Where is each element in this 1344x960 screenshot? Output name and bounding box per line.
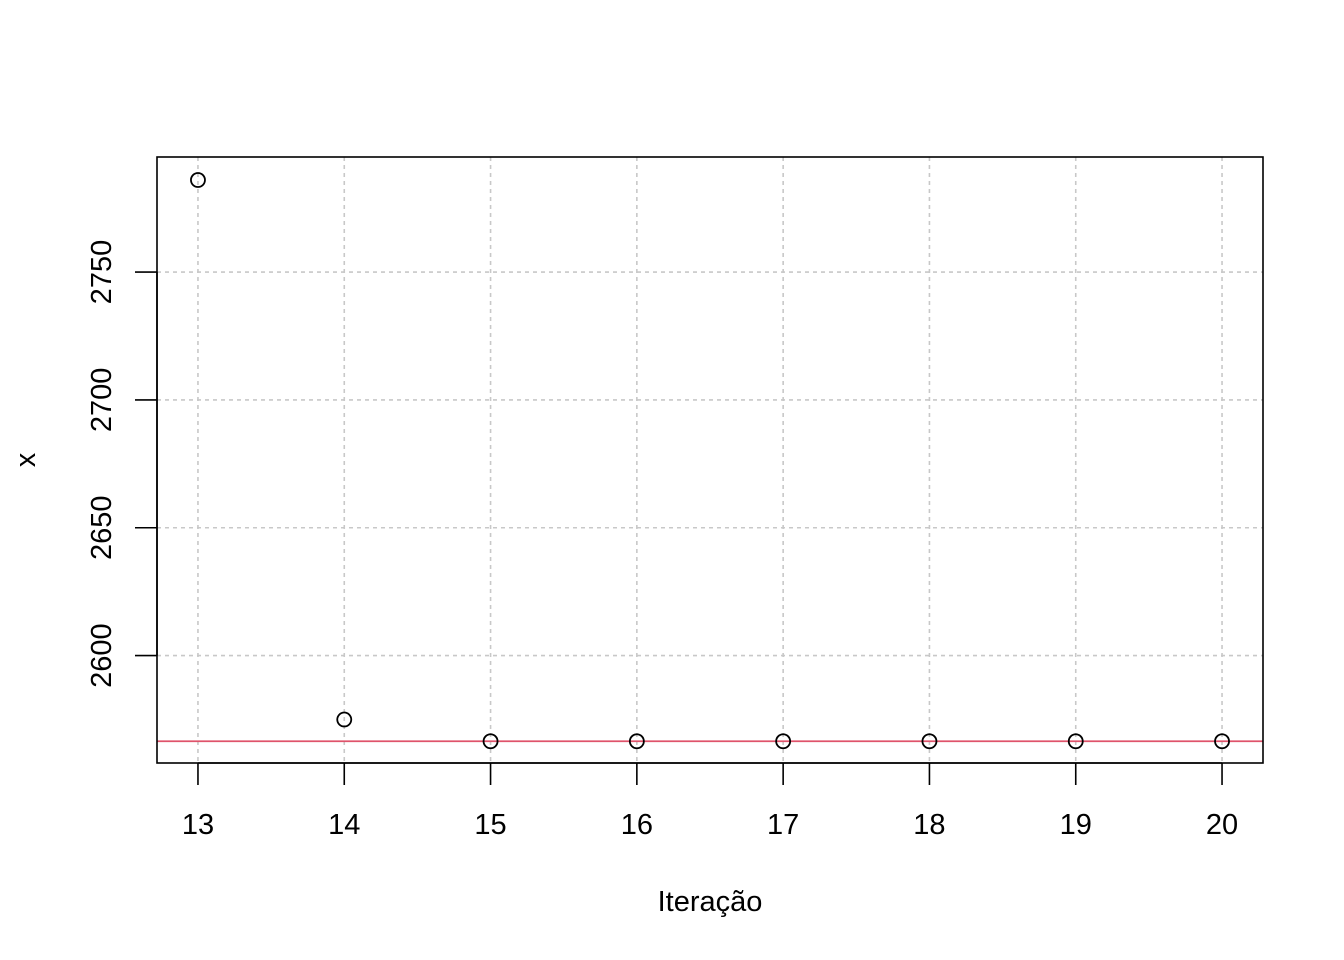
x-axis: 13 14 15 16 17 18 19 20 [182,762,1238,841]
data-point [482,733,499,750]
data-point [775,733,792,750]
x-tick-label: 19 [1060,809,1092,841]
y-tick-label: 2650 [86,496,118,561]
data-point [1214,733,1230,750]
y-axis: 2600 2650 2700 2750 [86,240,158,688]
plot-area-border [156,156,1264,764]
y-axis-title: x [10,452,42,467]
data-point [628,733,645,750]
data-point [190,172,206,188]
x-tick-label: 15 [474,809,506,841]
x-axis-title: Iteração [658,886,763,918]
x-tick-label: 20 [1206,809,1238,841]
y-tick-label: 2750 [86,240,118,305]
x-tick-label: 16 [621,809,653,841]
data-points [190,172,1230,750]
data-point [336,711,353,728]
data-point [921,733,938,750]
grid-lines [157,157,1263,763]
data-point [1067,733,1084,750]
y-tick-label: 2700 [86,368,118,433]
y-tick-label: 2600 [86,623,118,688]
x-tick-label: 14 [328,809,360,841]
x-tick-label: 17 [767,809,799,841]
x-tick-label: 18 [913,809,945,841]
x-tick-label: 13 [182,809,214,841]
